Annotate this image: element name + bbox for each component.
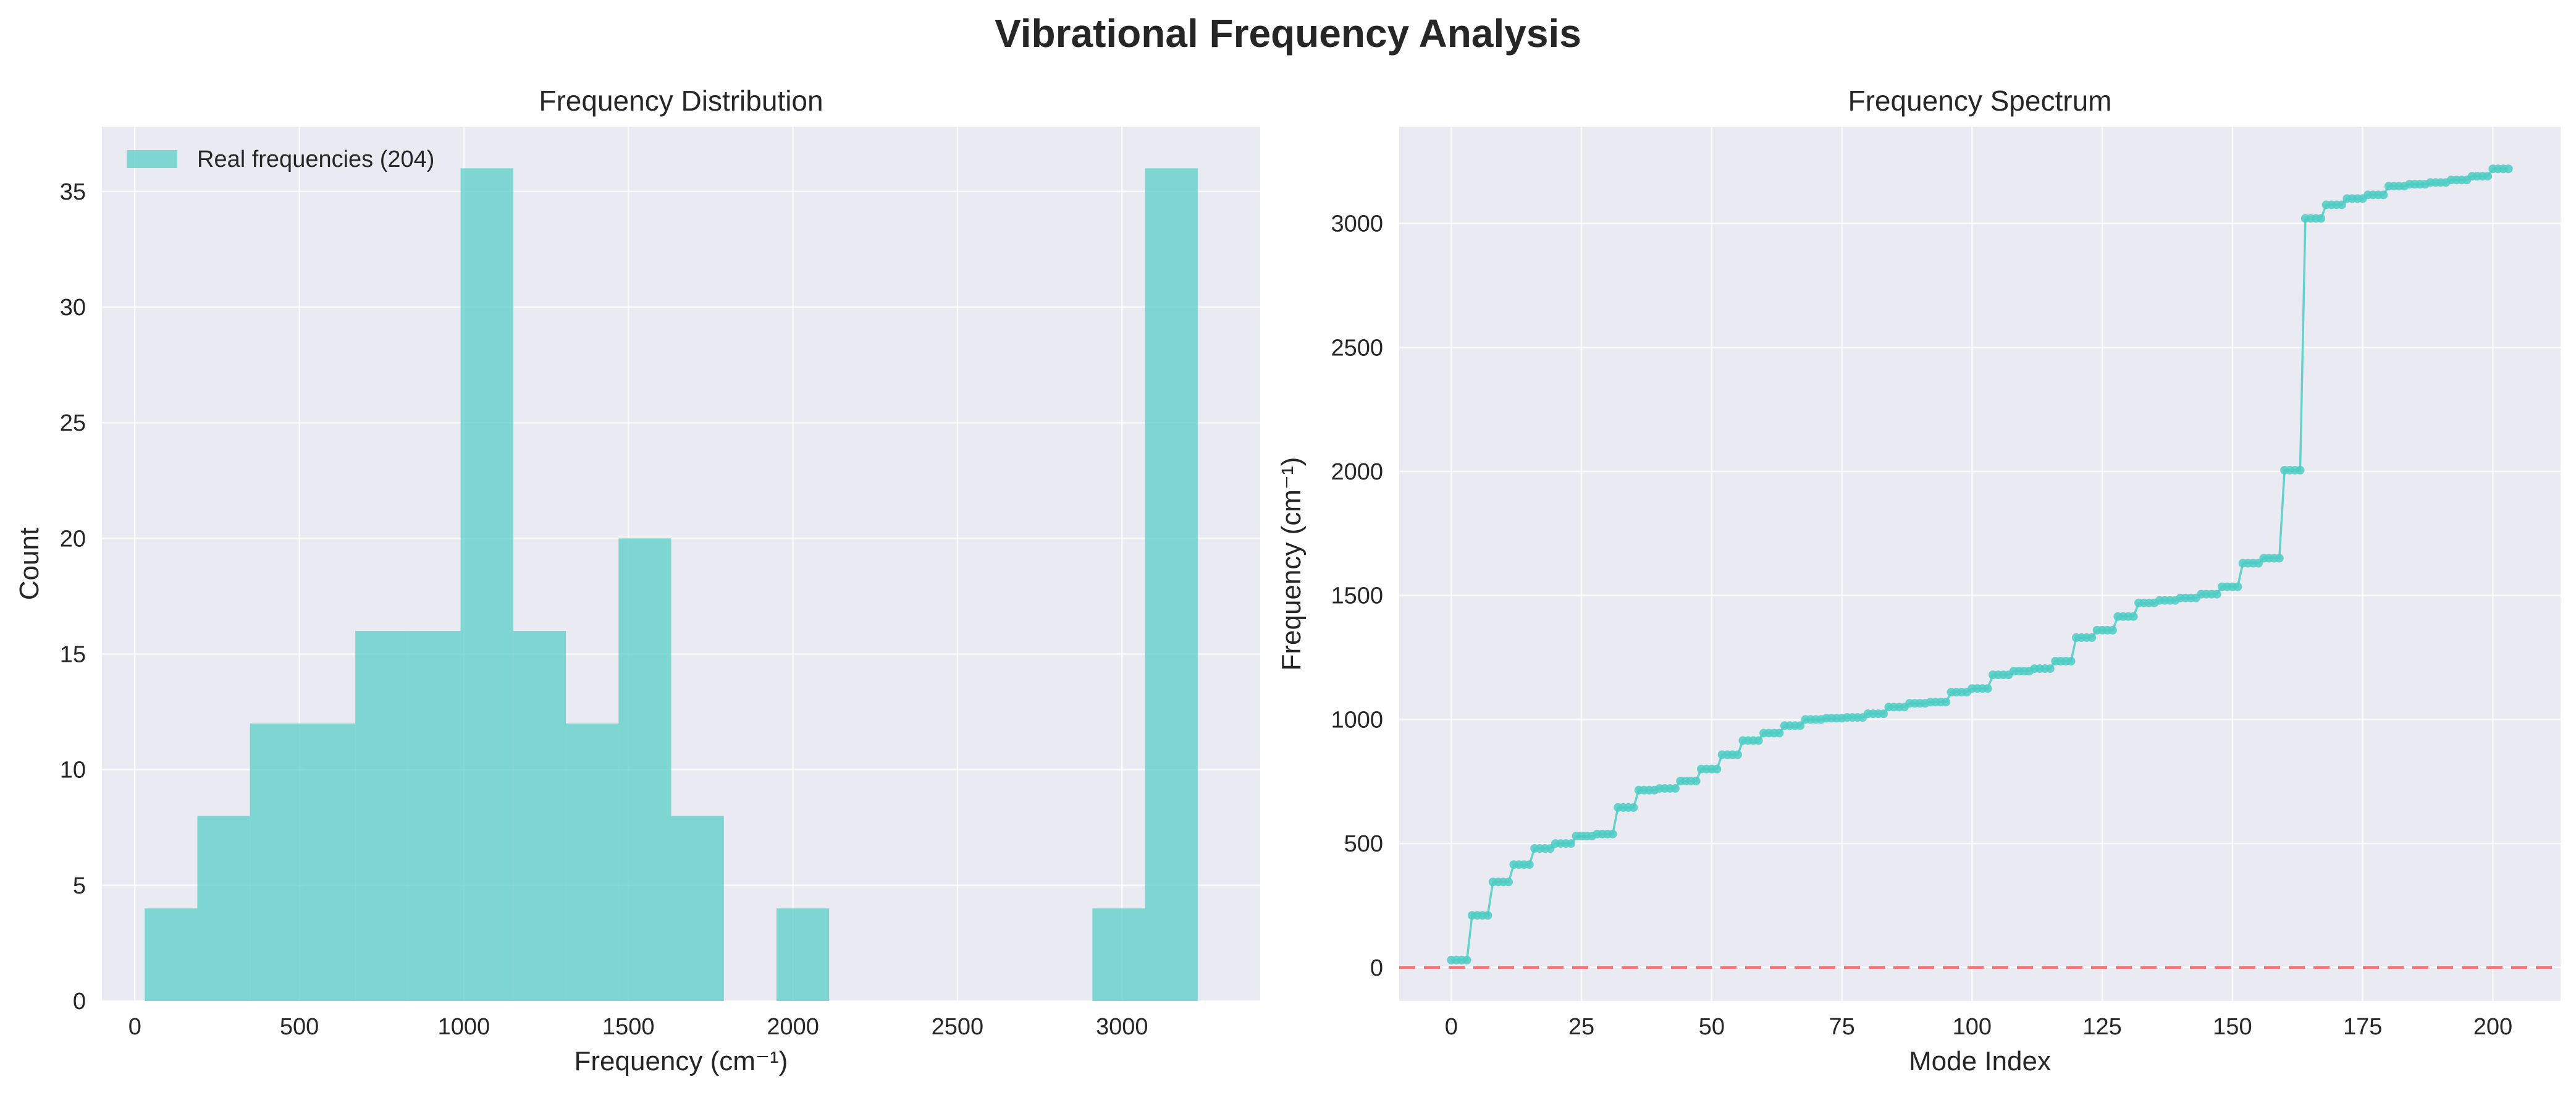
histogram-bar <box>197 816 250 1001</box>
y-tick-label: 10 <box>60 758 86 783</box>
histogram-bar <box>776 908 830 1001</box>
x-tick-label: 0 <box>1445 1014 1458 1040</box>
histogram-bar <box>145 908 198 1001</box>
spectrum-point <box>1608 829 1617 838</box>
spectrum-point <box>1733 750 1742 759</box>
histogram-bar <box>513 631 566 1001</box>
spectrum-point <box>2317 214 2326 223</box>
y-axis-label: Frequency (cm⁻¹) <box>1276 457 1307 671</box>
histogram-bar <box>1092 908 1145 1001</box>
x-tick-label: 2000 <box>767 1014 819 1040</box>
spectrum-point <box>1462 955 1471 965</box>
spectrum-point <box>2066 657 2076 666</box>
legend-label: Real frequencies (204) <box>197 146 434 172</box>
x-tick-label: 3000 <box>1096 1014 1148 1040</box>
x-axis-label: Mode Index <box>1909 1046 2051 1076</box>
chart-title: Frequency Distribution <box>539 85 823 117</box>
figure-title: Vibrational Frequency Analysis <box>995 11 1581 56</box>
histogram-bar <box>302 723 356 1001</box>
histogram-bar <box>250 723 303 1001</box>
y-axis-label: Count <box>14 528 44 600</box>
spectrum-point <box>1754 736 1763 745</box>
histogram-bar <box>671 816 724 1001</box>
spectrum-point <box>2045 664 2055 674</box>
y-tick-label: 2000 <box>1331 459 1383 485</box>
x-tick-label: 150 <box>2213 1014 2252 1040</box>
x-tick-label: 100 <box>1953 1014 1992 1040</box>
spectrum-point <box>1670 783 1680 793</box>
line-chart: 0 25 50 75 100 125 150 175 200050010001500200025… <box>1276 85 2561 1076</box>
y-tick-label: 3000 <box>1331 211 1383 237</box>
spectrum-point <box>2233 582 2242 591</box>
spectrum-point <box>1525 860 1534 869</box>
histogram-bar <box>355 631 408 1001</box>
x-tick-label: 125 <box>2082 1014 2121 1040</box>
y-tick-label: 0 <box>1370 955 1383 981</box>
histogram-bar <box>408 631 461 1001</box>
y-tick-label: 15 <box>60 641 86 667</box>
spectrum-point <box>2504 164 2513 174</box>
y-tick-label: 35 <box>60 179 86 205</box>
chart-title: Frequency Spectrum <box>1848 85 2112 117</box>
histogram-bar <box>618 538 671 1001</box>
spectrum-point <box>1483 911 1492 920</box>
spectrum-point <box>1504 877 1513 887</box>
y-tick-label: 2500 <box>1331 335 1383 361</box>
spectrum-point <box>1879 709 1888 719</box>
x-tick-label: 500 <box>280 1014 319 1040</box>
x-tick-label: 50 <box>1699 1014 1725 1040</box>
y-tick-label: 25 <box>60 410 86 436</box>
x-tick-label: 200 <box>2473 1014 2512 1040</box>
spectrum-point <box>2129 612 2138 621</box>
x-tick-label: 1000 <box>438 1014 490 1040</box>
spectrum-point <box>1983 684 1992 693</box>
y-tick-label: 1500 <box>1331 583 1383 609</box>
spectrum-point <box>2296 465 2305 475</box>
y-tick-label: 5 <box>73 873 86 899</box>
x-axis-label: Frequency (cm⁻¹) <box>575 1046 788 1076</box>
spectrum-point <box>1712 764 1722 774</box>
spectrum-point <box>2379 190 2388 200</box>
histogram-chart: 0 500 1000 1500 2000 2500 3000 0 5 10 15 20 25 30 35 Fr… <box>14 85 1260 1076</box>
histogram-bar <box>566 723 619 1001</box>
spectrum-point <box>1567 839 1576 848</box>
spectrum-point <box>2275 554 2284 563</box>
x-tick-label: 1500 <box>602 1014 655 1040</box>
plot-area <box>1399 127 2561 1001</box>
x-tick-label: 2500 <box>932 1014 984 1040</box>
spectrum-point <box>2337 200 2346 209</box>
y-tick-label: 20 <box>60 526 86 552</box>
histogram-bar <box>1145 168 1198 1001</box>
legend-swatch <box>127 150 177 168</box>
x-tick-label: 75 <box>1829 1014 1854 1040</box>
spectrum-point <box>1775 728 1784 738</box>
spectrum-point <box>1691 776 1701 785</box>
y-tick-label: 1000 <box>1331 707 1383 733</box>
spectrum-point <box>2483 172 2492 181</box>
x-tick-label: 0 <box>128 1014 141 1040</box>
spectrum-point <box>1796 721 1805 730</box>
spectrum-point <box>1942 698 1951 707</box>
x-tick-label: 175 <box>2343 1014 2382 1040</box>
spectrum-point <box>2087 633 2097 642</box>
spectrum-point <box>2108 625 2117 635</box>
histogram-bar <box>460 168 513 1001</box>
y-tick-label: 30 <box>60 295 86 321</box>
x-tick-label: 25 <box>1568 1014 1594 1040</box>
spectrum-point <box>2212 589 2221 599</box>
y-tick-label: 500 <box>1344 831 1383 857</box>
y-tick-label: 0 <box>73 989 86 1015</box>
spectrum-point <box>1629 803 1638 812</box>
